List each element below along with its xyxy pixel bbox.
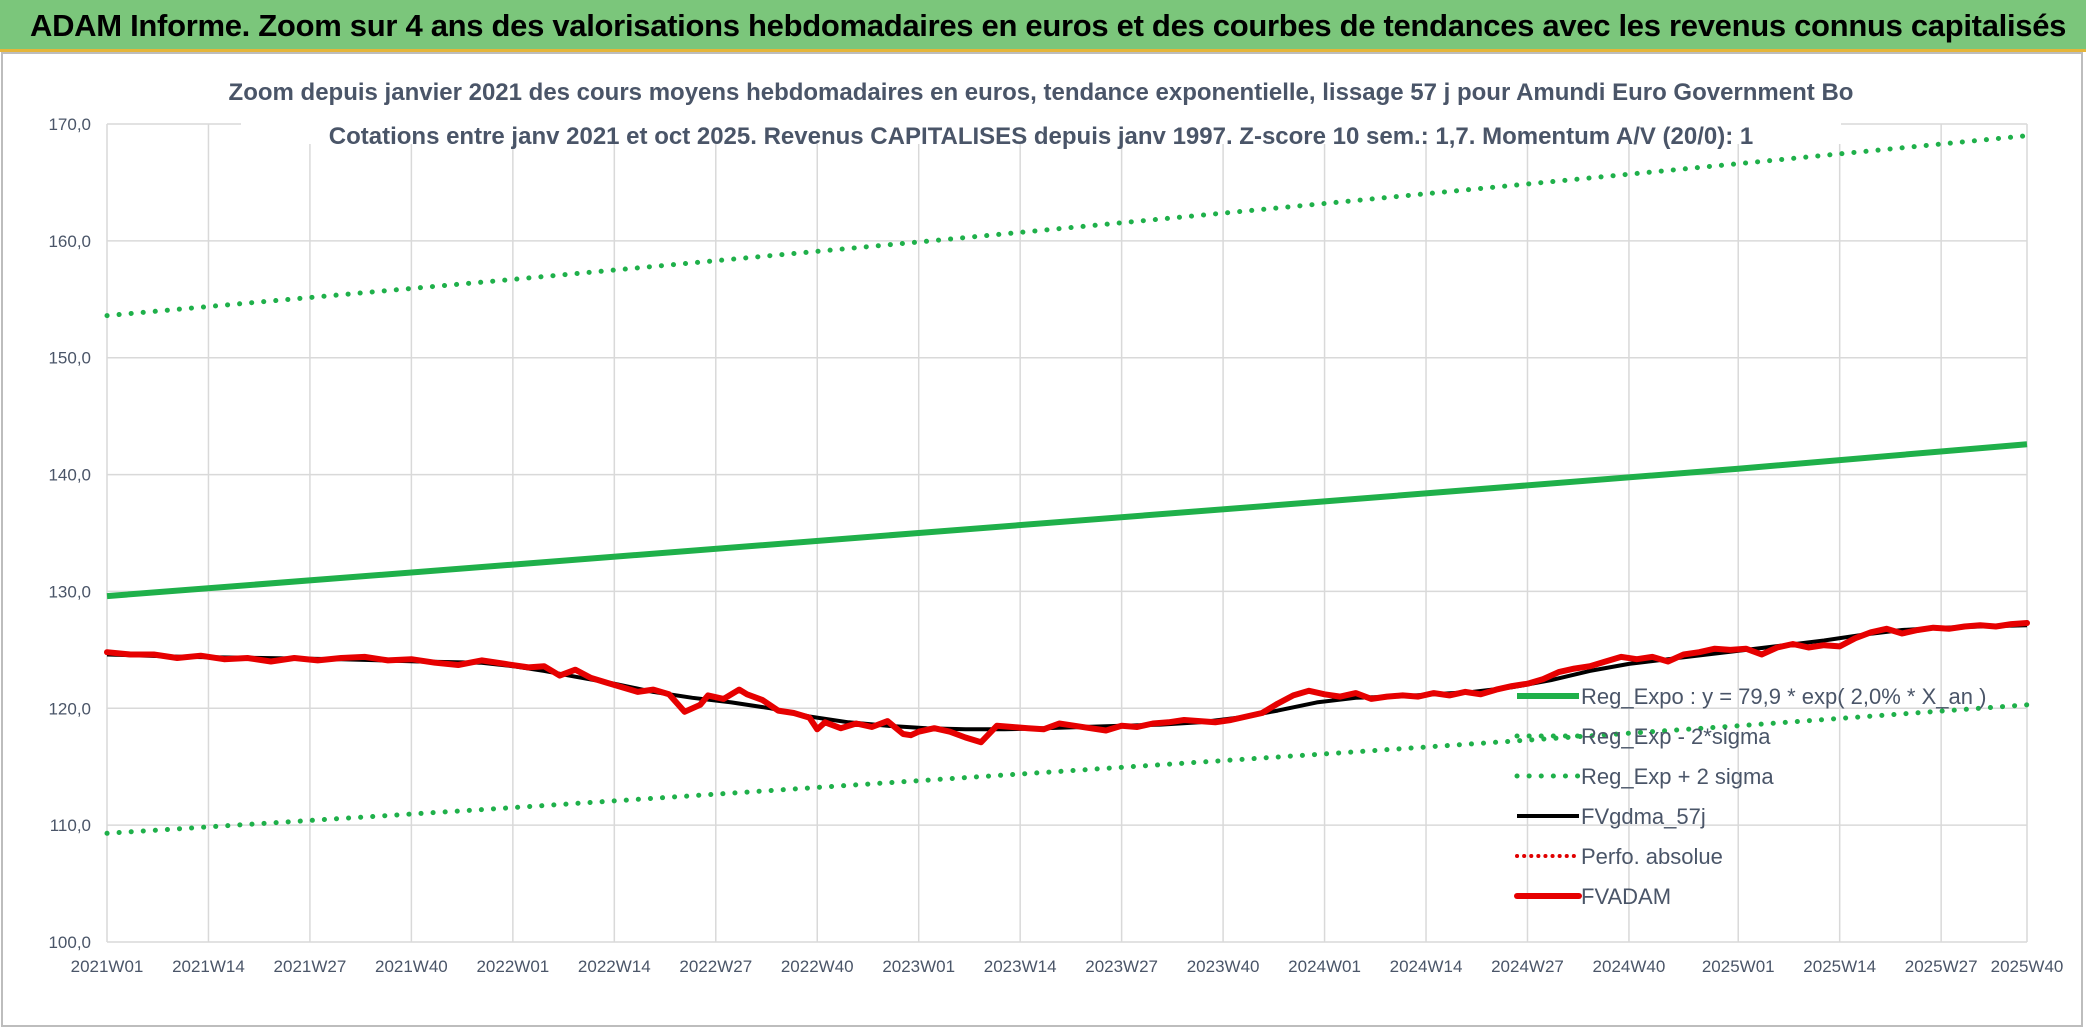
series-layer [104, 133, 2030, 836]
x-axis: 2021W01 2021W14 2021W27 2021W40 2022W01 2022W… [71, 957, 2064, 976]
y-tick-label: 130,0 [48, 582, 91, 601]
series-line-fvadam [104, 620, 2030, 746]
y-tick-label: 110,0 [50, 816, 91, 835]
page-title: ADAM Informe. Zoom sur 4 ans des valoris… [30, 8, 2067, 43]
x-tick-label: 2022W01 [476, 957, 549, 976]
x-tick-label: 2021W27 [274, 957, 347, 976]
header-bar: ADAM Informe. Zoom sur 4 ans des valoris… [0, 0, 2086, 52]
x-tick-label: 2023W27 [1085, 957, 1158, 976]
series-line-fvgdma-57j [106, 623, 2028, 732]
x-tick-label: 2025W14 [1803, 957, 1876, 976]
x-tick-label: 2024W14 [1390, 957, 1463, 976]
x-tick-label: 2022W14 [578, 957, 651, 976]
y-axis: 100,0 110,0 120,0 130,0 140,0 150,0 160,0 170,0 [48, 115, 91, 952]
chart-title: Zoom depuis janvier 2021 des cours moyen… [229, 64, 1854, 150]
y-tick-label: 170,0 [48, 115, 91, 134]
x-tick-label: 2022W40 [781, 957, 854, 976]
x-tick-label: 2025W40 [1991, 957, 2064, 976]
chart-canvas: 100,0 110,0 120,0 130,0 140,0 150,0 160,0 170,0… [48, 64, 2064, 976]
legend-label: Perfo. absolue [1581, 844, 1723, 869]
x-tick-label: 2024W40 [1593, 957, 1666, 976]
series-line-reg-expo-y-79-9-exp-2-0-x-an [106, 441, 2028, 600]
legend-label: Reg_Exp - 2*sigma [1581, 724, 1771, 749]
x-tick-label: 2021W40 [375, 957, 448, 976]
y-tick-label: 100,0 [48, 933, 91, 952]
legend-label: Reg_Exp + 2 sigma [1581, 764, 1774, 789]
x-tick-label: 2023W01 [882, 957, 955, 976]
legend-label: FVADAM [1581, 884, 1671, 909]
x-tick-label: 2025W27 [1905, 957, 1978, 976]
chart-title-line2: Cotations entre janv 2021 et oct 2025. R… [329, 123, 1753, 150]
x-tick-label: 2024W01 [1288, 957, 1361, 976]
x-tick-label: 2023W40 [1187, 957, 1260, 976]
y-tick-label: 140,0 [48, 466, 91, 485]
chart-title-background [241, 104, 1841, 144]
y-tick-label: 120,0 [48, 699, 91, 718]
x-tick-label: 2023W14 [984, 957, 1057, 976]
x-tick-label: 2024W27 [1491, 957, 1564, 976]
grid-lines [106, 123, 2028, 943]
series-line-reg-exp-2-sigma [104, 702, 2030, 836]
y-tick-label: 150,0 [48, 349, 91, 368]
chart-title-background [241, 64, 1841, 104]
legend-label: Reg_Expo : y = 79,9 * exp( 2,0% * X_an ) [1581, 684, 1986, 709]
x-tick-label: 2021W01 [71, 957, 144, 976]
y-tick-label: 160,0 [48, 232, 91, 251]
series-line-reg-exp-2-sigma [104, 133, 2030, 319]
x-tick-label: 2021W14 [172, 957, 245, 976]
chart-title-line1: Zoom depuis janvier 2021 des cours moyen… [229, 79, 1854, 106]
x-tick-label: 2022W27 [679, 957, 752, 976]
x-tick-label: 2025W01 [1702, 957, 1775, 976]
chart-legend: Reg_Expo : y = 79,9 * exp( 2,0% * X_an )… [1514, 684, 1986, 909]
legend-label: FVgdma_57j [1581, 804, 1706, 829]
chart-area: 100,0 110,0 120,0 130,0 140,0 150,0 160,0 170,0… [1, 52, 2083, 1027]
